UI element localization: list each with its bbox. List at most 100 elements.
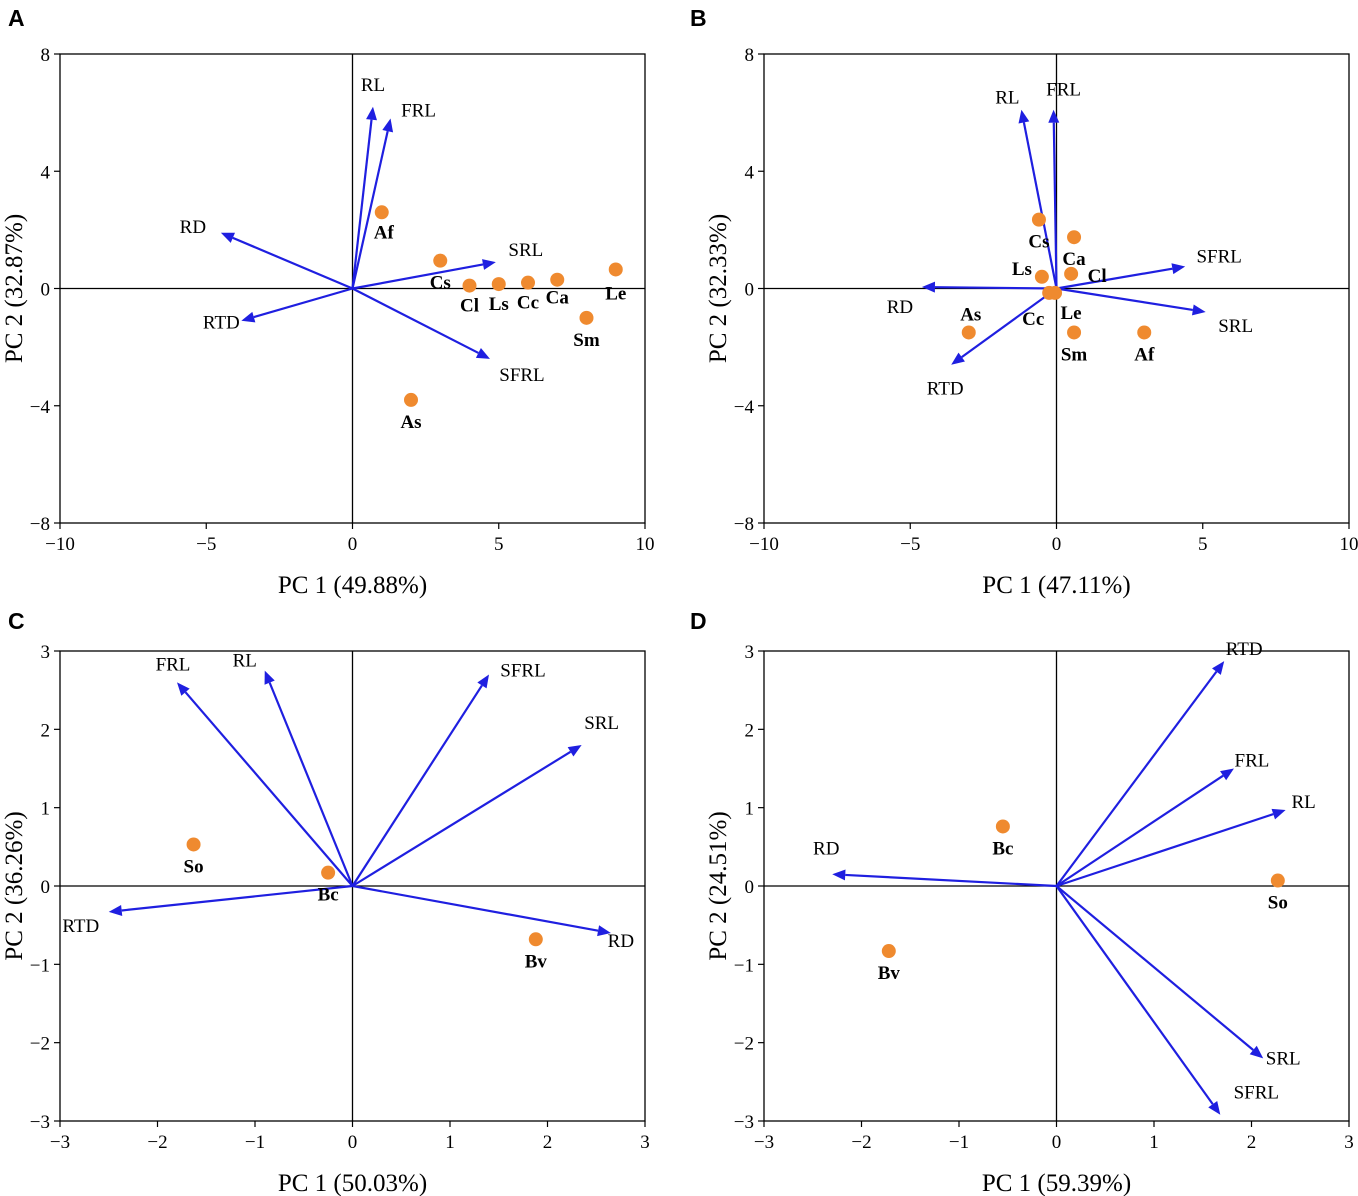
- sample-point-cs: [433, 253, 448, 268]
- x-tick-label: −3: [50, 1132, 70, 1153]
- sample-point-bc: [995, 819, 1010, 834]
- x-tick-label: −10: [749, 534, 779, 555]
- panel-label: C: [8, 608, 25, 634]
- sample-label-bc: Bc: [992, 838, 1013, 859]
- sample-label-cl: Cl: [460, 296, 479, 317]
- sample-label-bc: Bc: [318, 885, 339, 906]
- loading-label-rd: RD: [813, 838, 839, 859]
- loading-arrowhead-srl: [1249, 1045, 1264, 1059]
- sample-point-as: [404, 392, 418, 407]
- loading-arrow-rl: [268, 682, 354, 887]
- y-tick-label: 2: [41, 720, 51, 741]
- loading-arrow-frl: [184, 691, 354, 887]
- x-tick-label: 10: [636, 534, 655, 555]
- loading-arrow-frl: [1052, 122, 1058, 289]
- sample-point-cl: [1064, 266, 1079, 281]
- y-axis-title: PC 2 (36.26%): [1, 811, 28, 960]
- loading-arrowhead-sfrl: [1208, 1100, 1221, 1115]
- loading-arrow-rl: [351, 119, 373, 289]
- loading-arrowhead-srl: [567, 745, 582, 757]
- y-tick-label: 0: [745, 280, 755, 301]
- loading-label-rl: RL: [995, 88, 1019, 109]
- sample-label-ca: Ca: [1062, 249, 1086, 270]
- y-tick-label: −1: [734, 955, 754, 976]
- sample-label-as: As: [960, 304, 981, 325]
- x-axis-title: PC 1 (59.39%): [982, 1170, 1131, 1196]
- loading-arrow-sfrl: [351, 287, 479, 354]
- loading-arrowhead-srl: [1191, 304, 1206, 316]
- x-tick-label: 2: [543, 1132, 553, 1153]
- loading-arrow-rd: [845, 873, 1057, 888]
- y-tick-label: 4: [41, 162, 51, 183]
- panel-label: D: [690, 608, 707, 634]
- x-tick-label: −1: [949, 1132, 969, 1153]
- y-tick-label: −3: [30, 1112, 50, 1133]
- sample-point-ca: [1067, 230, 1082, 245]
- x-tick-label: 3: [1344, 1132, 1354, 1153]
- sample-label-cs: Cs: [430, 273, 451, 294]
- loading-label-srl: SRL: [508, 240, 543, 261]
- loading-arrow-sfrl: [1056, 267, 1173, 290]
- x-tick-label: 5: [494, 534, 504, 555]
- x-tick-label: 0: [348, 534, 358, 555]
- x-axis-title: PC 1 (50.03%): [278, 1170, 427, 1196]
- loading-arrowhead-rtd: [108, 905, 123, 916]
- loading-arrowhead-rl: [1271, 808, 1286, 820]
- sample-point-le: [1048, 285, 1063, 300]
- sample-point-sm: [1067, 325, 1082, 340]
- loading-arrowhead-rd: [921, 281, 936, 293]
- sample-point-af: [374, 205, 389, 220]
- y-tick-label: 0: [745, 877, 755, 898]
- sample-label-le: Le: [605, 283, 626, 304]
- loading-label-sfrl: SFRL: [500, 661, 545, 682]
- loading-arrowhead-rl: [264, 670, 275, 685]
- sample-point-cc: [521, 275, 535, 290]
- loading-arrow-rd: [934, 286, 1057, 290]
- sample-label-cs: Cs: [1028, 232, 1049, 253]
- loading-arrowhead-frl: [1220, 768, 1234, 781]
- loading-label-sfrl: SFRL: [499, 365, 544, 386]
- loading-arrow-sfrl: [1055, 885, 1214, 1105]
- loading-arrowhead-rd: [597, 925, 611, 937]
- x-tick-label: −10: [45, 534, 75, 555]
- loading-arrowhead-frl: [177, 682, 190, 696]
- loading-label-srl: SRL: [1266, 1048, 1301, 1069]
- sample-point-bv: [881, 944, 896, 959]
- x-tick-label: 1: [1149, 1132, 1159, 1153]
- sample-label-bv: Bv: [525, 951, 548, 972]
- x-tick-label: −5: [196, 534, 216, 555]
- sample-point-cs: [1031, 212, 1046, 227]
- y-tick-label: −2: [734, 1034, 754, 1055]
- sample-label-sm: Sm: [573, 330, 600, 351]
- sample-point-as: [961, 325, 976, 340]
- sample-point-so: [1270, 873, 1285, 888]
- y-tick-label: 3: [41, 642, 51, 663]
- loading-label-frl: FRL: [1235, 751, 1270, 772]
- loading-label-rl: RL: [1291, 792, 1315, 813]
- sample-point-sm: [579, 310, 594, 325]
- loading-arrow-rl: [1056, 813, 1274, 888]
- sample-point-bv: [528, 932, 543, 947]
- loading-label-srl: SRL: [584, 713, 619, 734]
- y-tick-label: −3: [734, 1112, 754, 1133]
- loading-arrow-rtd: [961, 287, 1058, 358]
- loading-label-sfrl: SFRL: [1234, 1083, 1279, 1104]
- loading-arrow-frl: [1055, 774, 1224, 887]
- sample-label-so: So: [184, 856, 204, 877]
- y-tick-label: 1: [745, 799, 755, 820]
- y-tick-label: −4: [734, 397, 755, 418]
- loading-arrow-srl: [1055, 885, 1254, 1051]
- y-axis-title: PC 2 (32.33%): [705, 214, 732, 363]
- y-tick-label: −8: [734, 514, 754, 535]
- loading-arrow-frl: [351, 130, 389, 289]
- x-tick-label: 5: [1198, 534, 1208, 555]
- loading-arrowhead-rtd: [241, 311, 256, 323]
- panel-label: A: [8, 5, 25, 31]
- loading-label-rtd: RTD: [203, 313, 240, 334]
- panel-label: B: [690, 5, 707, 31]
- loading-arrowhead-rd: [220, 232, 235, 243]
- loading-arrow-rd: [232, 236, 353, 290]
- y-tick-label: −4: [30, 397, 51, 418]
- loading-arrowhead-sfrl: [475, 348, 490, 359]
